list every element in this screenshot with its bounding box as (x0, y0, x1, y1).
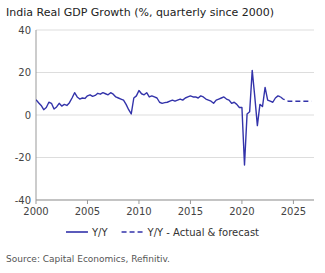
series-line (281, 97, 312, 101)
x-tick (293, 200, 294, 204)
legend-swatch (122, 231, 144, 233)
y-tick-label: -40 (15, 195, 31, 206)
y-tick-label: 40 (18, 25, 31, 36)
legend-label: Y/Y (91, 227, 108, 238)
x-tick-label: 2015 (178, 206, 203, 217)
x-tick-label: 2010 (126, 206, 151, 217)
x-tick-label: 2005 (75, 206, 100, 217)
title: India Real GDP Growth (%, quarterly sinc… (6, 6, 274, 19)
x-tick (87, 200, 88, 204)
x-tick-label: 2000 (23, 206, 48, 217)
x-axis-line (36, 200, 314, 201)
source-note: Source: Capital Economics, Refinitiv. (6, 254, 170, 264)
grid-line (36, 30, 314, 31)
y-axis-line (36, 30, 37, 200)
legend-swatch (66, 231, 88, 233)
y-tick-label: 20 (18, 67, 31, 78)
grid-line (36, 200, 314, 201)
chart: India Real GDP Growth (%, quarterly sinc… (0, 0, 325, 273)
x-tick (36, 200, 37, 204)
x-tick-label: 2025 (281, 206, 306, 217)
grid-line (36, 115, 314, 116)
legend-label: Y/Y - Actual & forecast (147, 227, 260, 238)
y-tick-label: -20 (15, 152, 31, 163)
y-tick-label: 0 (25, 110, 31, 121)
x-tick (241, 200, 242, 204)
x-tick (190, 200, 191, 204)
grid-line (36, 157, 314, 158)
legend: Y/Y Y/Y - Actual & forecast (66, 227, 259, 238)
x-tick-label: 2020 (229, 206, 254, 217)
x-tick (138, 200, 139, 204)
grid-line (36, 72, 314, 73)
plot-area (36, 70, 311, 165)
series-line (36, 70, 281, 165)
